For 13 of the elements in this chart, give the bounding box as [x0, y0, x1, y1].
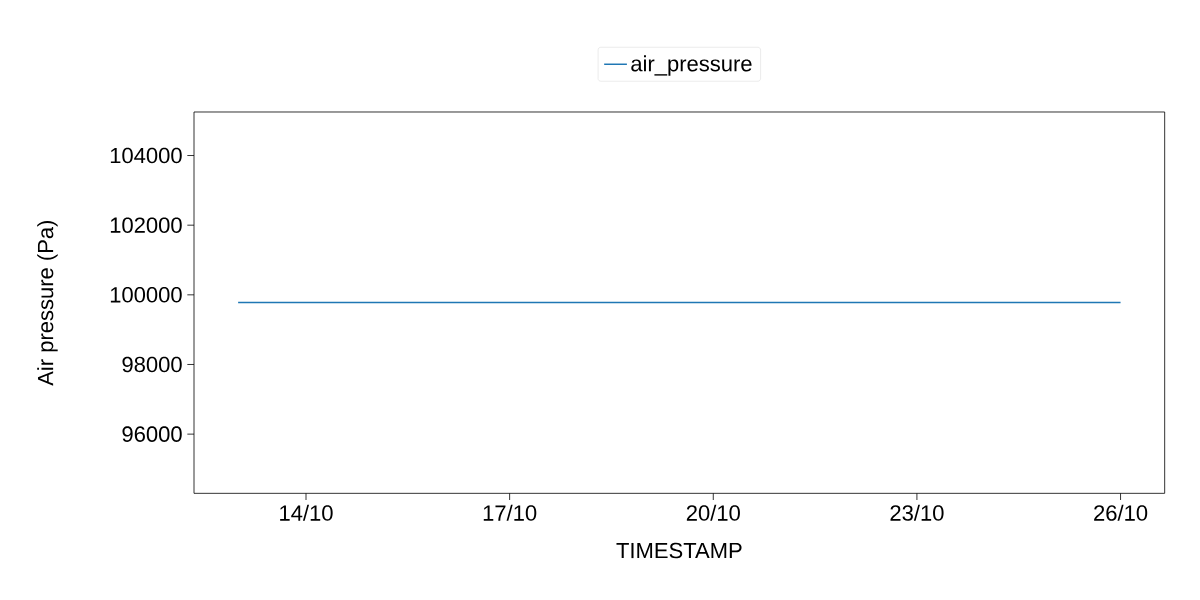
y-tick-label: 102000	[110, 217, 182, 233]
y-tick-label: 100000	[110, 287, 182, 303]
x-tick-label: 20/10	[686, 504, 740, 521]
y-tick-label: 96000	[122, 426, 182, 442]
x-tick-label: 14/10	[280, 504, 333, 521]
y-axis-title: Air pressure (Pa)	[37, 220, 58, 386]
y-tick-label: 104000	[110, 147, 182, 164]
x-tick-label: 26/10	[1094, 504, 1148, 521]
x-tick-label: 17/10	[483, 504, 537, 521]
legend-label: air_pressure	[631, 55, 752, 76]
x-tick-label: 23/10	[890, 504, 944, 521]
y-tick-label: 98000	[122, 356, 182, 373]
x-axis-title: TIMESTAMP	[616, 542, 742, 559]
